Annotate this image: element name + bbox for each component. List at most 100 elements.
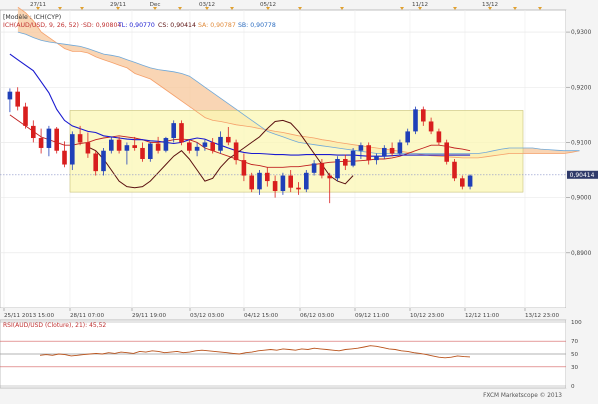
tl-value: TL: 0,90770: [117, 22, 155, 29]
cs-value: CS: 0,90414: [158, 22, 196, 29]
session-marker: [340, 7, 344, 10]
top-date-label: 03/12: [199, 2, 215, 8]
bear-candle: [319, 163, 325, 176]
bull-candle: [7, 91, 13, 100]
top-date-marker: [205, 7, 209, 10]
bull-candle: [124, 145, 130, 151]
bear-candle: [62, 150, 67, 165]
bear-candle: [85, 142, 91, 154]
consolidation-range-box: [69, 110, 524, 193]
bear-candle: [31, 125, 36, 139]
session-marker: [538, 7, 542, 10]
bear-candle: [241, 160, 247, 176]
time-tick-label: 29/11 19:00: [132, 313, 166, 319]
bear-candle: [179, 123, 184, 143]
top-date-label: 13/12: [482, 2, 498, 8]
senkou-b-line: [17, 31, 580, 154]
time-tick-label: 04/12 15:00: [244, 313, 278, 319]
rsi-tick-label: 70: [571, 339, 579, 345]
bear-candle: [421, 109, 426, 122]
bear-candle: [155, 143, 161, 151]
bear-candle: [452, 161, 457, 179]
bear-candle: [343, 159, 348, 166]
bear-candle: [233, 142, 239, 161]
bull-candle: [280, 175, 286, 192]
top-date-label: 11/12: [412, 2, 428, 8]
session-marker: [298, 7, 302, 10]
bull-candle: [413, 109, 418, 132]
bear-candle: [210, 142, 215, 151]
price-tick-label: 0,9200: [571, 85, 592, 91]
price-tick-label: 0,9000: [571, 196, 592, 202]
model-label: [Modèle : ICH(CYP): [3, 13, 61, 21]
bull-candle: [171, 123, 176, 139]
bear-candle: [23, 106, 28, 126]
bull-candle: [382, 147, 387, 157]
rsi-tick-label: 100: [571, 320, 582, 326]
bear-candle: [116, 139, 122, 151]
bull-candle: [374, 156, 379, 161]
time-tick-label: 10/12 23:00: [410, 313, 444, 319]
bull-candle: [194, 146, 200, 151]
top-date-strip: [0, 0, 598, 10]
price-tick-label: 0,9100: [571, 140, 592, 146]
bear-candle: [265, 172, 270, 182]
rsi-line: [39, 345, 471, 359]
bull-candle: [218, 136, 223, 151]
current-price-value: 0,90414: [570, 172, 595, 179]
sd-value: SD: 0,90804: [83, 22, 121, 29]
bull-candle: [101, 150, 106, 172]
time-tick-label: 13/12 23:00: [525, 313, 559, 319]
bear-candle: [288, 175, 293, 188]
bear-candle: [15, 91, 20, 107]
rsi-tick-label: 0: [571, 384, 575, 390]
top-date-marker: [116, 7, 120, 10]
bear-candle: [296, 187, 301, 190]
bull-candle: [46, 128, 52, 148]
indicator-label: ICH(AUD/USD, 9, 26, 52) ·: [3, 22, 83, 29]
bear-candle: [54, 128, 59, 151]
bear-candle: [460, 178, 465, 187]
bull-candle: [358, 145, 364, 151]
top-date-marker: [488, 7, 492, 10]
bear-candle: [187, 142, 192, 151]
price-tick-label: 0,9300: [571, 30, 592, 36]
bear-candle: [428, 121, 434, 132]
bull-candle: [467, 175, 473, 187]
rsi-label: RSI(AUD/USD (Cloture), 21): 45,52: [3, 322, 106, 329]
bear-candle: [436, 131, 442, 143]
session-marker: [453, 7, 457, 10]
bear-candle: [444, 142, 449, 162]
session-marker: [513, 7, 517, 10]
bull-candle: [335, 159, 340, 179]
rsi-axis-column: [566, 320, 598, 388]
bear-candle: [226, 136, 231, 143]
bull-candle: [397, 142, 403, 154]
session-marker: [58, 7, 62, 10]
price-axis-column: [566, 10, 598, 308]
time-tick-label: 09/12 11:00: [355, 313, 389, 319]
session-marker: [400, 7, 404, 10]
bear-candle: [132, 145, 137, 148]
bear-candle: [38, 138, 44, 148]
time-tick-label: 06/12 03:00: [300, 313, 334, 319]
bull-candle: [163, 138, 169, 151]
bull-candle: [257, 172, 262, 190]
top-date-marker: [36, 7, 40, 10]
bear-candle: [389, 147, 395, 154]
top-date-marker: [418, 7, 422, 10]
bear-candle: [93, 153, 98, 172]
time-tick-label: 25/11 2013 15:00: [4, 313, 54, 319]
price-tick-label: 0,8900: [571, 251, 592, 257]
bear-candle: [77, 134, 83, 143]
bear-candle: [140, 147, 145, 159]
time-axis-strip: [0, 308, 598, 320]
footer-credit: FXCM Marketscope © 2013: [483, 392, 562, 399]
chikou-span-line: [87, 119, 354, 189]
current-price-tag: 0,90414: [567, 170, 598, 179]
session-marker: [230, 7, 234, 10]
tenkan-sen-line: [9, 53, 471, 157]
rsi-tick-label: 50: [571, 352, 579, 358]
